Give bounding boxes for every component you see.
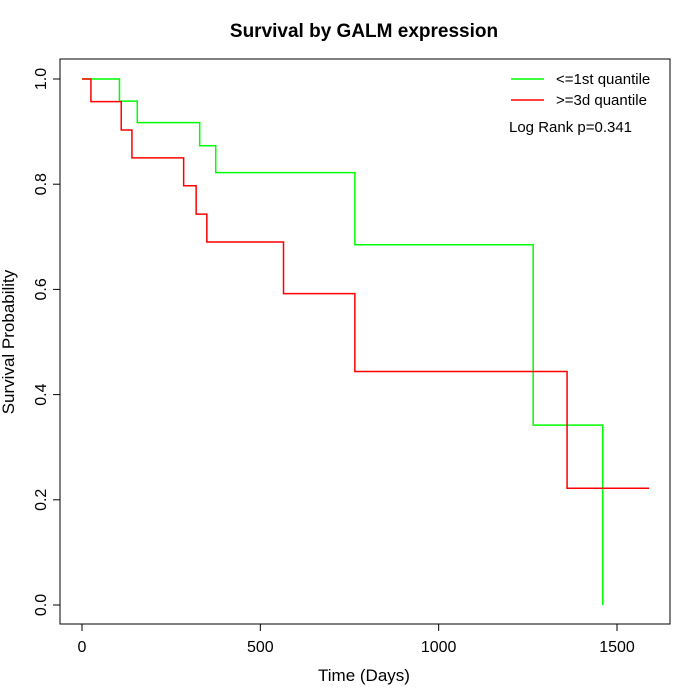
x-tick-label: 1000 [421,639,457,656]
plot-frame [59,58,671,625]
series-line-2 [82,78,650,489]
y-tick-label: 0.8 [33,173,50,195]
x-tick-label: 500 [247,639,274,656]
y-tick-label: 0.0 [33,594,50,616]
y-tick-label: 0.6 [33,278,50,300]
x-tick-label: 0 [78,639,87,656]
y-tick-label: 1.0 [33,68,50,90]
legend-label: >=3d quantile [556,92,647,109]
x-axis-label: Time (Days) [318,666,410,685]
y-tick-label: 0.2 [33,489,50,511]
y-tick-label: 0.4 [33,383,50,405]
log-rank-annotation: Log Rank p=0.341 [509,119,632,136]
chart-title: Survival by GALM expression [230,21,498,42]
legend-label: <=1st quantile [556,71,650,88]
series-layer [82,78,650,605]
x-tick-label: 1500 [599,639,635,656]
series-line-1 [82,78,604,605]
y-axis-label: Survival Probability [0,269,18,414]
legend: <=1st quantile >=3d quantile [511,71,650,109]
x-axis: 0 500 1000 1500 [78,623,635,656]
y-axis: 0.0 0.2 0.4 0.6 0.8 1.0 [33,68,61,616]
